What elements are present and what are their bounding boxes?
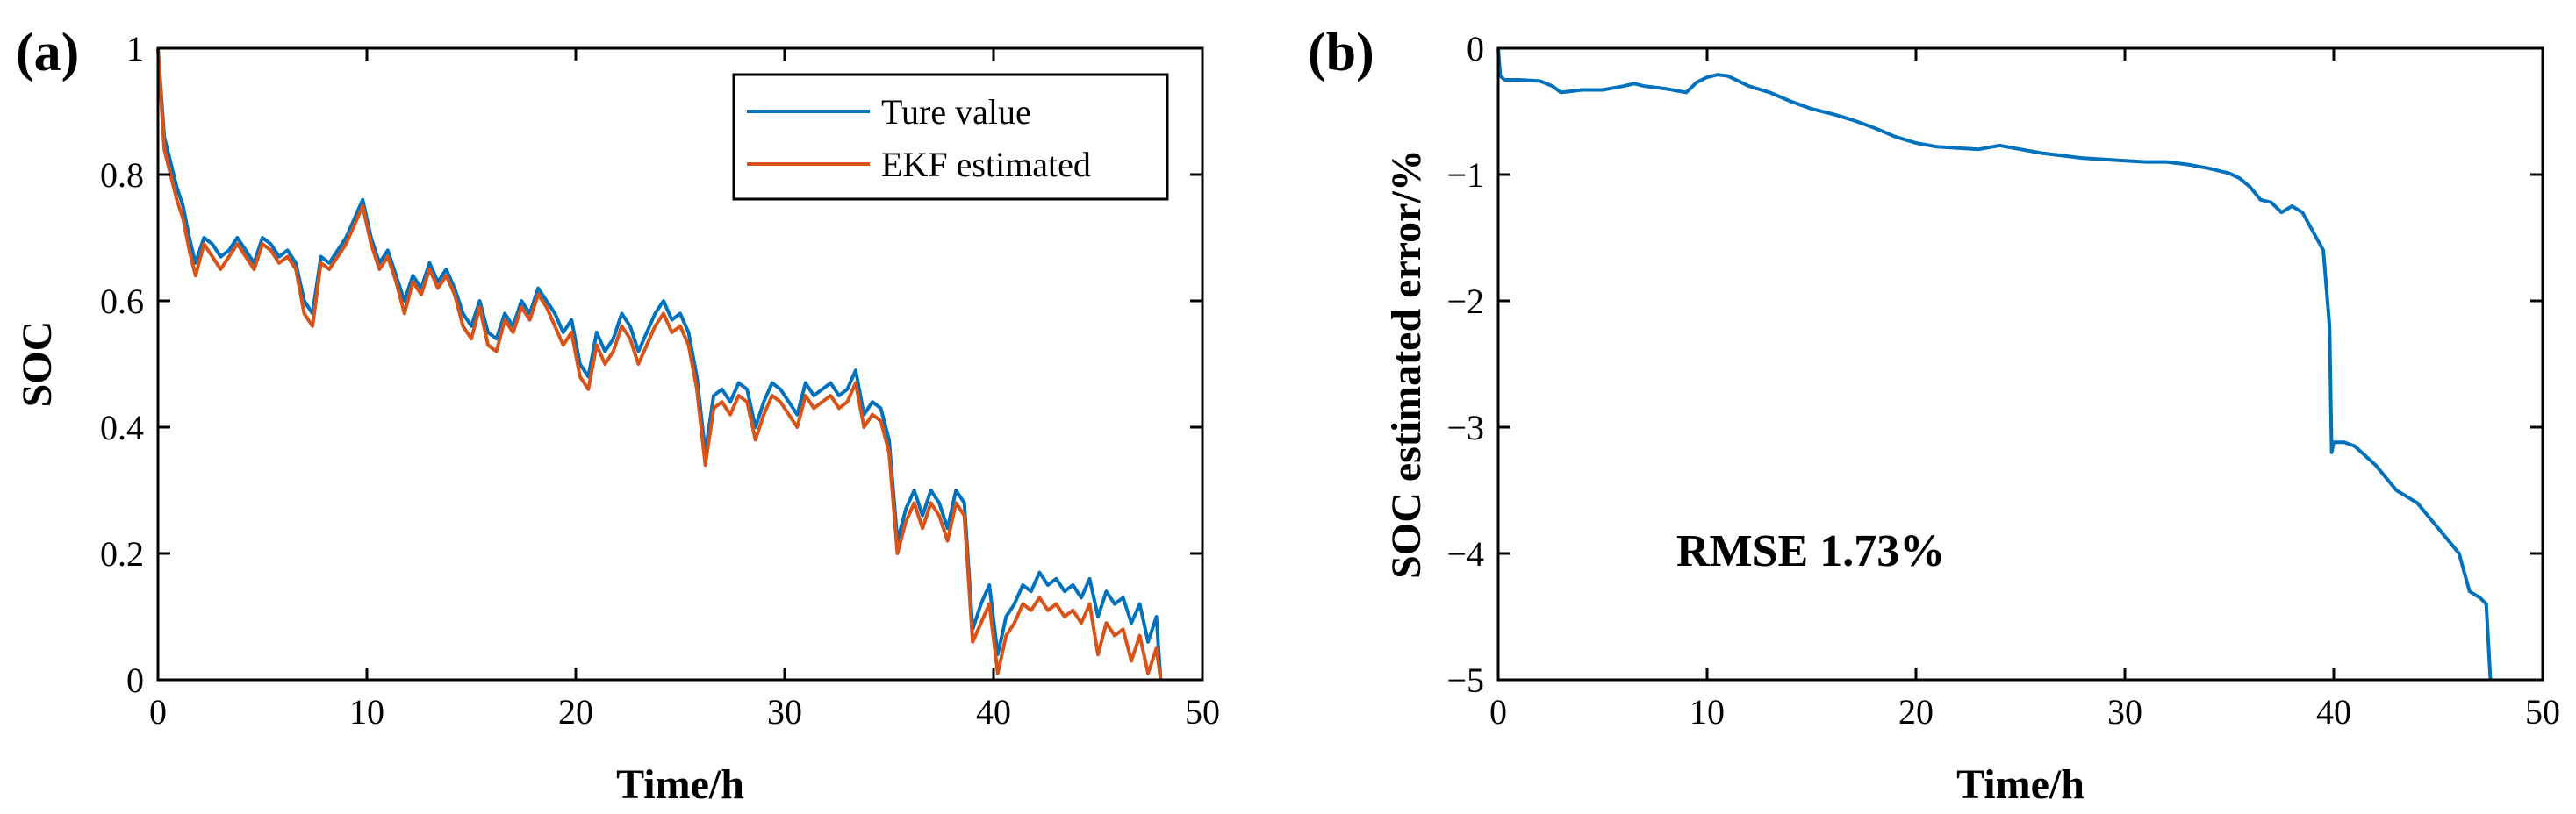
x-tick-label: 20 <box>558 692 593 732</box>
x-tick-label: 40 <box>2316 692 2351 732</box>
series-line-soc-estimated-error <box>1496 47 2493 681</box>
x-tick-label: 50 <box>1185 692 1220 732</box>
panel-b-y-axis-title: SOC estimated error/% <box>1383 149 1430 579</box>
panel-b-label: (b) <box>1308 23 1374 82</box>
x-tick-label: 0 <box>149 692 167 732</box>
x-tick-label: 30 <box>2107 692 2142 732</box>
y-tick-label: 1 <box>126 29 144 68</box>
legend-label-ture-value: Ture value <box>881 92 1031 132</box>
x-tick-label: 20 <box>1898 692 1934 732</box>
legend-box <box>732 73 1169 201</box>
x-tick-label: 0 <box>1489 692 1507 732</box>
y-tick-label: −2 <box>1446 282 1484 321</box>
legend-label-ekf-estimated: EKF estimated <box>881 145 1091 184</box>
y-tick-label: 0.8 <box>100 155 144 195</box>
panel-a-x-axis-title: Time/h <box>616 761 744 808</box>
panel-a-y-axis-title: SOC <box>14 321 61 408</box>
panel-a-series-group <box>156 47 1163 681</box>
panel-a-label: (a) <box>16 23 79 82</box>
x-tick-label: 10 <box>1690 692 1725 732</box>
y-tick-label: 0.4 <box>100 408 144 447</box>
y-tick-label: −5 <box>1446 660 1484 700</box>
series-line-ekf-estimated <box>156 47 1163 681</box>
y-tick-label: −4 <box>1446 534 1484 574</box>
panel-a-axes-box <box>156 46 1204 682</box>
y-tick-label: −1 <box>1446 155 1484 195</box>
y-tick-label: 0 <box>1467 29 1484 68</box>
x-tick-label: 30 <box>767 692 802 732</box>
y-tick-label: 0.6 <box>100 282 144 321</box>
panel-a-soc-chart: (a) 0 10 20 30 40 50 0 0.2 0.4 0.6 0.8 1 Time/h SOC… <box>14 23 1220 808</box>
panel-b-error-chart: (b) 0 10 20 30 40 50 −5 −4 −3 −2 −1 0 Time/h SOC es… <box>1308 23 2560 808</box>
panel-b-axes-box <box>1496 46 2544 682</box>
y-tick-label: 0.2 <box>100 534 144 574</box>
x-tick-label: 50 <box>2525 692 2560 732</box>
y-tick-label: −3 <box>1446 408 1484 447</box>
panel-b-x-axis-title: Time/h <box>1956 761 2084 808</box>
x-tick-label: 10 <box>349 692 384 732</box>
rmse-annotation: RMSE 1.73% <box>1676 526 1945 576</box>
panel-b-ticks-group: 0 10 20 30 40 50 −5 −4 −3 −2 −1 0 <box>1446 29 2560 732</box>
x-tick-label: 40 <box>976 692 1011 732</box>
panel-b-series-group <box>1496 47 2493 681</box>
panel-a-legend: Ture value EKF estimated <box>732 73 1169 201</box>
y-tick-label: 0 <box>126 660 144 700</box>
panel-a-ticks-group: 0 10 20 30 40 50 0 0.2 0.4 0.6 0.8 1 <box>100 29 1220 732</box>
